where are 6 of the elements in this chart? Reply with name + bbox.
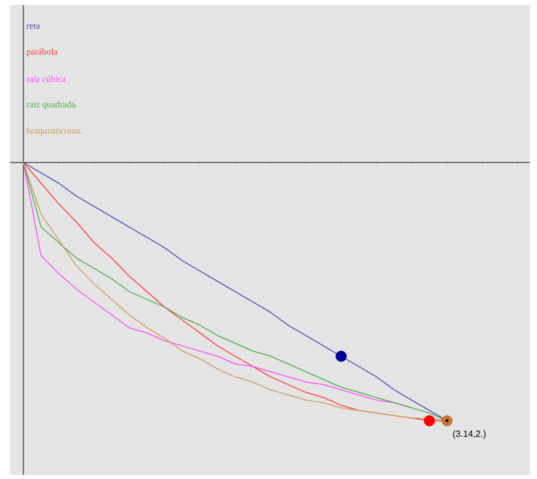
text: (3.14,2.): [453, 430, 486, 439]
text: parábola: [26, 48, 58, 57]
text: reta: [26, 24, 40, 29]
text: braquistócrona.: [26, 127, 82, 136]
text: raiz cúbica: [26, 76, 66, 82]
text: raiz quadrada.: [26, 101, 77, 110]
